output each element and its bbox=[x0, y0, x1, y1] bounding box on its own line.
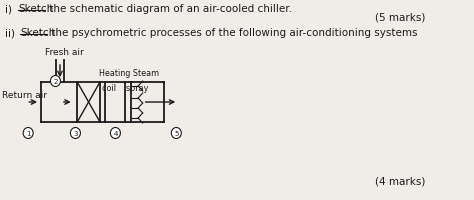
Text: the schematic diagram of an air-cooled chiller.: the schematic diagram of an air-cooled c… bbox=[46, 4, 292, 14]
Text: 3: 3 bbox=[73, 130, 78, 136]
Text: (5 marks): (5 marks) bbox=[375, 13, 425, 23]
Circle shape bbox=[171, 128, 182, 139]
Text: Sketch: Sketch bbox=[18, 4, 54, 14]
Circle shape bbox=[50, 76, 61, 87]
Text: Heating Steam: Heating Steam bbox=[99, 69, 159, 78]
Circle shape bbox=[23, 128, 33, 139]
Text: ii): ii) bbox=[5, 28, 21, 38]
Circle shape bbox=[110, 128, 120, 139]
Text: 5: 5 bbox=[174, 130, 179, 136]
Text: 4: 4 bbox=[113, 130, 118, 136]
Circle shape bbox=[71, 128, 81, 139]
Text: Fresh air: Fresh air bbox=[46, 48, 84, 57]
Text: the psychrometric processes of the following air-conditioning systems: the psychrometric processes of the follo… bbox=[48, 28, 418, 38]
Text: Return air: Return air bbox=[2, 91, 47, 100]
Text: Sketch: Sketch bbox=[20, 28, 55, 38]
Text: 1: 1 bbox=[26, 130, 30, 136]
Text: 2: 2 bbox=[53, 79, 58, 85]
Text: (4 marks): (4 marks) bbox=[375, 176, 425, 186]
Text: coil    spray: coil spray bbox=[102, 84, 148, 93]
Text: i): i) bbox=[5, 4, 18, 14]
